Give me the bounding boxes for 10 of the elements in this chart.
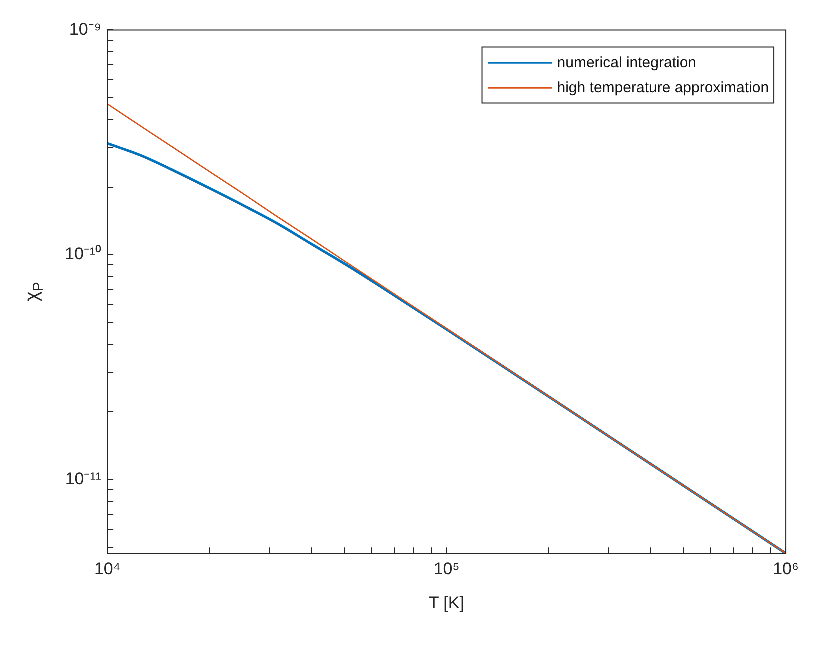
- x-axis-title: T [K]: [428, 593, 464, 612]
- y-tick-label: 10⁻⁹: [69, 20, 102, 39]
- legend-label: numerical integration: [557, 54, 697, 72]
- x-tick-label: 10⁴: [94, 559, 121, 578]
- x-tick-label: 10⁶: [773, 559, 800, 578]
- y-axis-title: χP: [22, 282, 48, 302]
- legend-label: high temperature approximation: [557, 79, 770, 96]
- y-tick-label: 10⁻¹⁰: [64, 244, 102, 264]
- x-tick-label: 10⁵: [434, 559, 460, 578]
- y-tick-label: 10⁻¹¹: [65, 469, 102, 488]
